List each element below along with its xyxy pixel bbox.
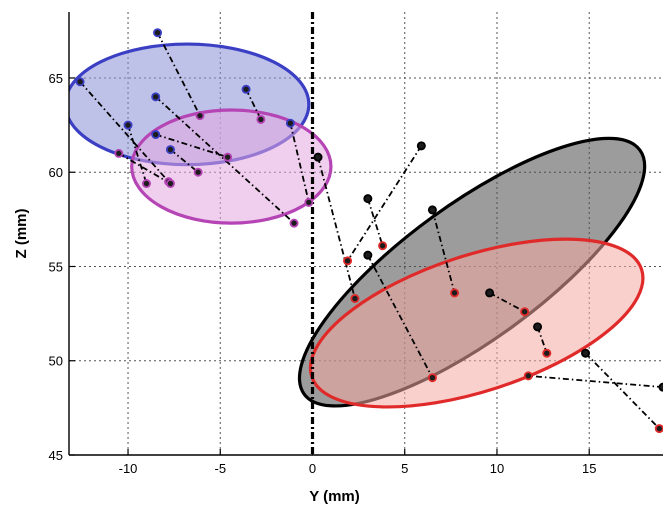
trajectory-segment [431, 209, 456, 294]
y-tick-label: 65 [49, 71, 63, 86]
x-tick-label: 5 [401, 461, 408, 476]
black-point [313, 152, 323, 162]
red-point [350, 294, 360, 304]
red-point [523, 371, 533, 381]
y-axis-title: Z (mm) [13, 209, 30, 259]
trajectory-segment [245, 88, 262, 120]
segment-layer [79, 32, 663, 430]
magenta-point [289, 218, 299, 228]
x-axis-title: Y (mm) [309, 488, 360, 505]
red-point [654, 424, 663, 434]
x-tick-label: 0 [309, 461, 316, 476]
red-point [343, 256, 353, 266]
magenta-point [114, 148, 124, 158]
red-point [520, 307, 530, 317]
magenta-point [141, 179, 151, 189]
magenta-point [304, 197, 314, 207]
trajectory-segment [346, 145, 423, 262]
blue-point [153, 28, 163, 38]
trajectory-segment [169, 148, 199, 173]
trajectory-segment [317, 156, 356, 299]
axis-layer [68, 12, 663, 456]
trajectory-segment [289, 123, 310, 203]
y-tick-label: 45 [49, 448, 63, 463]
magenta-ellipse [130, 108, 333, 225]
black-point [416, 141, 426, 151]
black-point [485, 288, 495, 298]
trajectory-segment [536, 326, 548, 354]
black-point [363, 250, 373, 260]
blue-point [165, 145, 175, 155]
point-layer [75, 28, 663, 434]
black-point [658, 382, 663, 392]
x-tick-label: -10 [119, 461, 138, 476]
red-point [542, 348, 552, 358]
blue-point [75, 77, 85, 87]
black-point [581, 348, 591, 358]
red-point [450, 288, 460, 298]
black-point [427, 205, 437, 215]
tick-label-layer: -10 -5 0 5 10 15 45 50 55 60 65 [49, 71, 597, 476]
trajectory-segment [367, 254, 434, 379]
red-point [427, 373, 437, 383]
trajectory-segment [127, 124, 148, 184]
black-point [533, 322, 543, 332]
black-point [363, 194, 373, 204]
red-point [378, 241, 388, 251]
magenta-point [223, 152, 233, 162]
x-tick-label: -5 [214, 461, 226, 476]
blue-point [151, 92, 161, 102]
magenta-point [193, 167, 203, 177]
y-tick-label: 55 [49, 259, 63, 274]
magenta-point [165, 179, 175, 189]
blue-point [123, 120, 133, 130]
trajectory-segment [528, 374, 663, 389]
trajectory-segment [156, 32, 201, 117]
magenta-point [256, 114, 266, 124]
y-tick-label: 50 [49, 354, 63, 369]
blue-point [151, 130, 161, 140]
y-tick-label: 60 [49, 165, 63, 180]
blue-point [241, 84, 251, 94]
blue-point [285, 118, 295, 128]
trajectory-segment [366, 198, 384, 247]
trajectory-segment [584, 352, 660, 430]
magenta-point [195, 111, 205, 121]
trajectory-segment [79, 81, 170, 183]
x-tick-label: 10 [490, 461, 504, 476]
x-tick-label: 15 [582, 461, 596, 476]
trajectory-segment [155, 96, 295, 224]
trajectory-segment [118, 152, 171, 185]
ellipse-layer [69, 42, 647, 409]
